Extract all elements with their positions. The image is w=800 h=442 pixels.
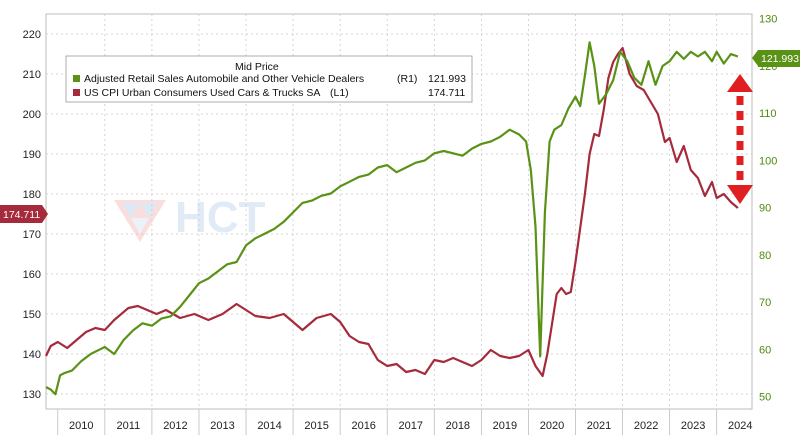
x-tick-label: 2022 [634,420,658,432]
x-tick-label: 2014 [257,420,281,432]
series-line-auto-retail-sales [45,41,739,396]
hct-logo-icon [114,200,166,242]
legend-swatch-retail [73,75,80,82]
right-tick-label: 110 [759,108,777,120]
right-tick-label: 90 [759,203,771,215]
legend-swatch-cpi [73,89,80,96]
left-axis: 130 140 150 160 170 180 190 200 210 220 [23,29,41,401]
x-tick-label: 2016 [351,420,375,432]
legend-last-retail: 121.993 [428,73,466,85]
x-tick-label: 2023 [681,420,705,432]
x-tick-label: 2011 [117,420,141,432]
right-tick-label: 130 [759,14,777,26]
legend-last-cpi: 174.711 [428,87,465,99]
left-tick-label: 210 [23,69,41,81]
right-axis: 5060708090100110120130 [759,14,777,404]
left-tick-label: 160 [23,269,41,281]
x-tick-label: 2013 [210,420,234,432]
x-tick-label: 2015 [304,420,328,432]
gap-arrow-annotation [727,74,753,204]
x-tick-label: 2019 [493,420,517,432]
legend-box [65,55,473,103]
x-tick-label: 2020 [540,420,564,432]
x-axis: 2010 2011 2012 2013 2014 2015 2016 2017 2018 2019… [46,408,752,435]
watermark-text: HCT [175,193,266,242]
last-value-tag-left: 174.711 [0,205,48,223]
left-tick-label: 170 [23,229,41,241]
legend-label-cpi: US CPI Urban Consumers Used Cars & Truck… [84,87,320,99]
legend-title: Mid Price [235,61,279,73]
right-tick-label: 50 [759,392,771,404]
legend-axis-retail: (R1) [397,73,417,85]
last-value-left-text: 174.711 [3,209,40,221]
right-tick-label: 80 [759,250,771,262]
x-tick-label: 2018 [446,420,470,432]
left-tick-label: 190 [23,149,41,161]
left-tick-label: 220 [23,29,41,41]
x-tick-label: 2012 [163,420,187,432]
series-line-used-car-cpi [45,46,739,378]
x-tick-label: 2021 [587,420,611,432]
series-group [45,41,739,396]
legend: Mid Price Adjusted Retail Sales Automobi… [65,55,473,103]
x-tick-label: 2010 [69,420,93,432]
right-tick-label: 100 [759,155,777,167]
left-tick-label: 180 [23,189,41,201]
left-tick-label: 130 [23,389,41,401]
watermark: HCT [114,193,266,242]
x-tick-label: 2017 [399,420,423,432]
left-tick-label: 150 [23,309,41,321]
legend-label-retail: Adjusted Retail Sales Automobile and Oth… [84,73,364,85]
last-value-right-text: 121.993 [761,53,799,65]
x-tick-label: 2024 [728,420,752,432]
legend-axis-cpi: (L1) [330,87,349,99]
right-tick-label: 60 [759,344,771,356]
last-value-tag-right: 121.993 [752,50,800,67]
left-tick-label: 200 [23,109,41,121]
left-tick-label: 140 [23,349,41,361]
right-tick-label: 70 [759,297,771,309]
